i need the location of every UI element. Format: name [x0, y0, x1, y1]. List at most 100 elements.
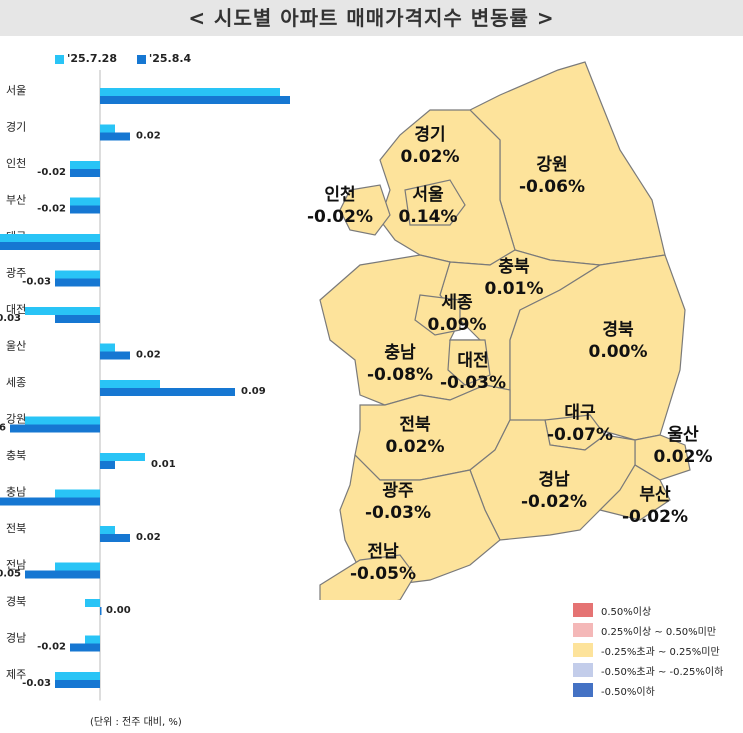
category-label: 충북 [6, 449, 26, 462]
map-legend-swatch [573, 663, 593, 677]
bar-curr [0, 497, 100, 506]
bar-prev [55, 489, 100, 498]
korea-map: 경기0.02% 강원-0.06%인천-0.02%서울0.14%충북0.01%세종0… [307, 61, 712, 600]
unit-note: (단위 : 전주 대비, %) [90, 717, 182, 728]
map-legend-row: -0.50%초과 ~ -0.25%이하 [573, 660, 723, 680]
legend-swatch-curr [136, 54, 146, 64]
data-label: 0.02 [136, 131, 161, 142]
bar-prev [85, 635, 100, 644]
bar-curr [70, 169, 100, 177]
bar-curr [100, 96, 290, 104]
category-label: 광주 [6, 267, 26, 280]
category-label: 경북 [6, 595, 26, 608]
region-busan[interactable] [598, 464, 671, 521]
map-legend-row: 0.50%이상 [573, 600, 723, 620]
region-name-label: 강원 [536, 155, 567, 175]
map-legend-swatch [573, 603, 593, 617]
data-label: -0.02 [37, 642, 66, 653]
category-label: 제주 [6, 668, 26, 681]
bar-curr [0, 242, 100, 250]
map-legend-label: -0.50%이하 [601, 686, 655, 698]
region-sejong[interactable] [414, 294, 461, 336]
region-incheon[interactable] [339, 184, 391, 236]
region-jeonnam[interactable] [339, 453, 501, 586]
page-title: < 시도별 아파트 매매가격지수 변동률 > [188, 6, 555, 30]
chart-legend: '25.7.28 '25.8.4 [55, 52, 207, 65]
category-label: 서울 [6, 84, 26, 97]
region-name-label: 광주 [382, 481, 414, 501]
region-name-label: 경북 [602, 320, 634, 340]
category-label: 경기 [6, 121, 26, 134]
data-label: -0.03 [0, 313, 21, 324]
bar-chart: 서울0.14경기0.02인천-0.02부산-0.02대구-0.07광주-0.03… [0, 70, 290, 701]
category-label: 강원 [6, 413, 26, 426]
map-legend-row: -0.50%이하 [573, 680, 723, 700]
category-label: 충남 [6, 486, 26, 499]
bar-prev [25, 307, 100, 315]
data-label: 0.01 [151, 459, 176, 470]
bar-prev [55, 672, 100, 680]
map-legend-label: -0.25%초과 ~ 0.25%미만 [601, 646, 720, 658]
bar-curr [55, 680, 100, 688]
legend-label-prev: '25.7.28 [67, 52, 117, 65]
bar-prev [25, 416, 100, 425]
data-label: -0.02 [37, 167, 66, 178]
region-name-label: 서울 [412, 185, 444, 205]
region-name-label: 부산 [639, 485, 671, 505]
map-legend-row: 0.25%이상 ~ 0.50%미만 [573, 620, 723, 640]
bar-curr [100, 351, 130, 360]
map-legend-swatch [573, 643, 593, 657]
category-label: 부산 [6, 194, 26, 207]
bar-prev [100, 343, 115, 352]
map-legend: 0.50%이상 0.25%이상 ~ 0.50%미만 -0.25%초과 ~ 0.2… [573, 600, 723, 700]
region-name-label: 경기 [414, 125, 445, 145]
map-legend-label: 0.50%이상 [601, 606, 652, 618]
bar-prev [100, 380, 160, 388]
bar-prev [85, 599, 100, 607]
region-value-label: 0.02% [386, 437, 445, 457]
legend-swatch-prev [55, 54, 64, 64]
region-name-label: 세종 [441, 293, 473, 313]
region-value-label: -0.08% [367, 365, 433, 385]
bar-curr [100, 388, 235, 396]
data-label: -0.03 [22, 277, 51, 288]
bar-prev [100, 453, 145, 461]
category-label: 경남 [6, 632, 26, 645]
legend-item-curr: '25.8.4 [136, 52, 192, 65]
region-value-label: -0.02% [521, 492, 587, 512]
bar-curr [100, 534, 130, 542]
bar-prev [55, 270, 100, 279]
region-name-label: 충북 [498, 257, 530, 277]
map-legend-swatch [573, 623, 593, 637]
region-value-label: -0.03% [440, 373, 506, 393]
region-name-label: 충남 [384, 343, 416, 363]
legend-label-curr: '25.8.4 [148, 52, 192, 65]
region-seoul[interactable] [404, 179, 466, 226]
category-label: 울산 [6, 340, 26, 353]
category-label: 인천 [6, 156, 26, 170]
data-label: -0.06 [0, 423, 6, 434]
bar-curr [55, 315, 100, 323]
header-bar: < 시도별 아파트 매매가격지수 변동률 > [0, 0, 743, 36]
bar-curr [10, 424, 100, 433]
map-legend-label: 0.25%이상 ~ 0.50%미만 [601, 626, 717, 638]
region-value-label: -0.02% [622, 507, 688, 527]
data-label: -0.05 [0, 569, 21, 580]
map-legend-row: -0.25%초과 ~ 0.25%미만 [573, 640, 723, 660]
data-label: 0.02 [136, 532, 161, 543]
category-label: 대전 [6, 303, 26, 316]
bar-curr [25, 570, 100, 579]
region-value-label: 0.14% [399, 207, 458, 227]
data-label: 0.00 [106, 605, 131, 616]
region-name-label: 전북 [399, 415, 431, 435]
bar-curr [55, 278, 100, 287]
category-label: 전남 [6, 559, 26, 572]
region-value-label: -0.02% [307, 207, 373, 227]
bar-curr [70, 643, 100, 652]
data-label: 0.09 [241, 386, 266, 397]
region-daejeon[interactable] [447, 339, 491, 386]
region-name-label: 인천 [324, 185, 355, 205]
bar-prev [70, 197, 100, 206]
region-name-label: 전남 [367, 542, 399, 562]
region-jeju[interactable] [319, 554, 416, 600]
